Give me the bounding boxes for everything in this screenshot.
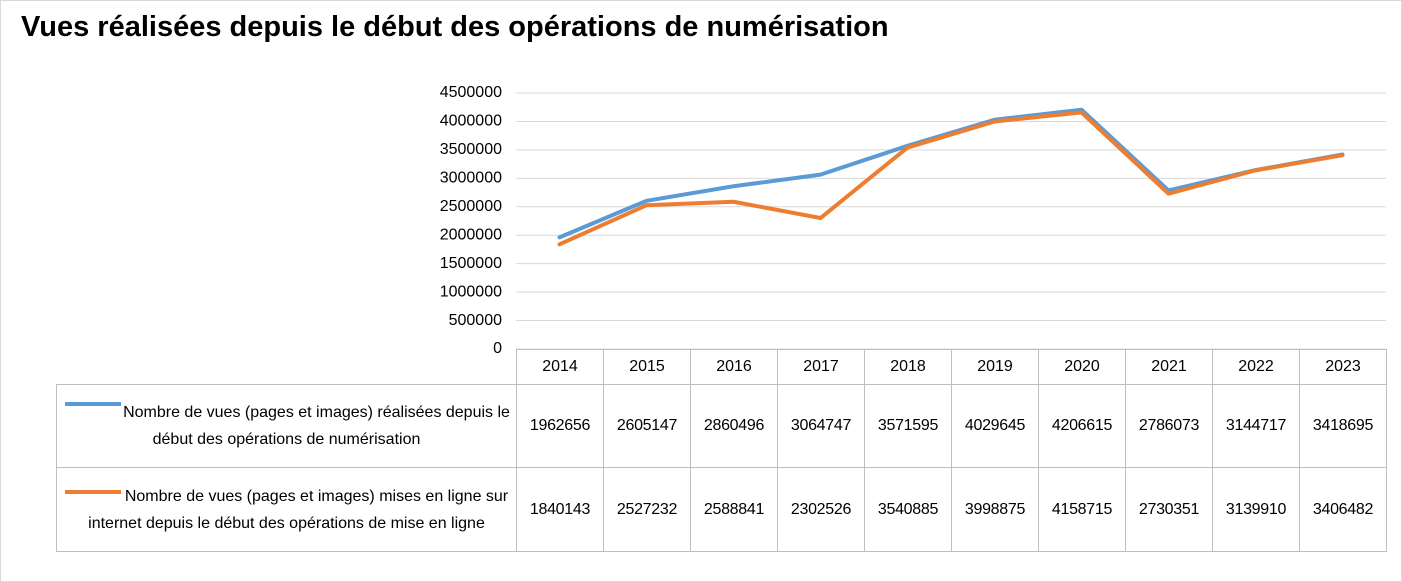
data-cell: 3571595 (864, 384, 952, 468)
y-tick-label: 3500000 (440, 141, 502, 158)
x-tick-label: 2021 (1125, 349, 1213, 385)
x-tick-label: 2023 (1299, 349, 1387, 385)
data-cell: 4158715 (1038, 467, 1126, 552)
series-line (557, 110, 1345, 247)
legend-swatch (65, 490, 121, 494)
data-cell: 2588841 (690, 467, 778, 552)
legend-entry: Nombre de vues (pages et images) mises e… (56, 467, 517, 552)
data-cell: 2860496 (690, 384, 778, 468)
y-tick-label: 3000000 (440, 170, 502, 187)
data-cell: 4029645 (951, 384, 1039, 468)
data-cell: 2302526 (777, 467, 865, 552)
legend-swatch (65, 402, 121, 406)
x-tick-label: 2019 (951, 349, 1039, 385)
data-cell: 2786073 (1125, 384, 1213, 468)
data-cell: 3406482 (1299, 467, 1387, 552)
x-tick-label: 2018 (864, 349, 952, 385)
y-tick-label: 2000000 (440, 226, 502, 243)
chart-title: Vues réalisées depuis le début des opéra… (21, 11, 889, 43)
legend-entry: Nombre de vues (pages et images) réalisé… (56, 384, 517, 468)
x-tick-label: 2022 (1212, 349, 1300, 385)
y-tick-label: 1000000 (440, 283, 502, 300)
data-cell: 3418695 (1299, 384, 1387, 468)
data-cell: 3139910 (1212, 467, 1300, 552)
x-tick-label: 2015 (603, 349, 691, 385)
y-tick-label: 2500000 (440, 198, 502, 215)
data-cell: 2730351 (1125, 467, 1213, 552)
data-cell: 3064747 (777, 384, 865, 468)
y-tick-label: 500000 (449, 312, 502, 329)
y-tick-label: 4500000 (440, 84, 502, 101)
x-tick-label: 2017 (777, 349, 865, 385)
series-line (557, 107, 1345, 240)
data-cell: 3540885 (864, 467, 952, 552)
data-cell: 3998875 (951, 467, 1039, 552)
data-cell: 3144717 (1212, 384, 1300, 468)
y-tick-label: 4000000 (440, 113, 502, 130)
x-tick-label: 2016 (690, 349, 778, 385)
x-tick-label: 2014 (516, 349, 604, 385)
data-cell: 1840143 (516, 467, 604, 552)
x-tick-label: 2020 (1038, 349, 1126, 385)
data-cell: 1962656 (516, 384, 604, 468)
y-tick-label: 1500000 (440, 255, 502, 272)
data-cell: 2527232 (603, 467, 691, 552)
data-cell: 4206615 (1038, 384, 1126, 468)
data-cell: 2605147 (603, 384, 691, 468)
y-tick-label: 0 (493, 340, 502, 357)
